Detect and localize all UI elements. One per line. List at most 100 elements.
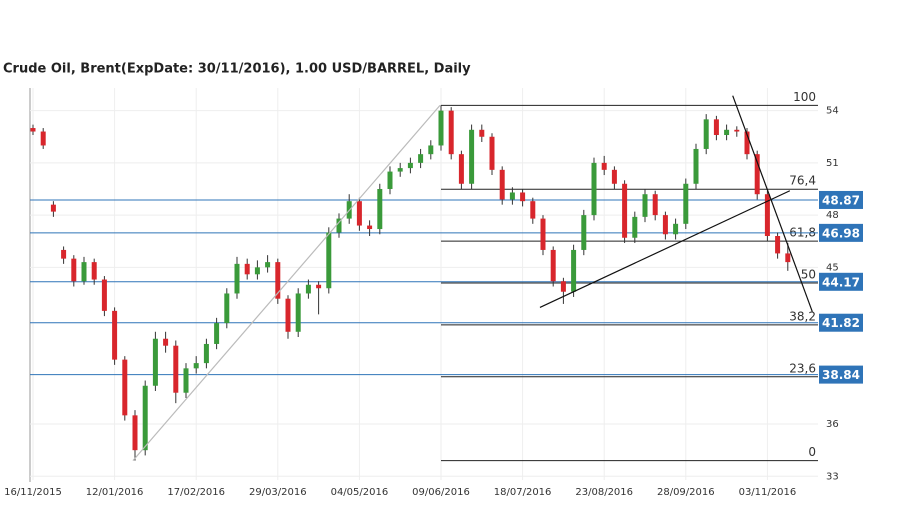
candle-body (428, 145, 434, 155)
candle-body (642, 194, 648, 217)
x-tick-label: 04/05/2016 (331, 487, 389, 498)
y-tick-label: 54 (826, 106, 839, 117)
fib-label: 76,4 (789, 174, 816, 188)
candle-body (203, 343, 209, 364)
candle-body (244, 263, 250, 275)
price-label-box (819, 223, 863, 242)
fib-label: 100 (793, 90, 816, 104)
candle-body (387, 171, 393, 189)
x-tick-label: 17/02/2016 (167, 487, 225, 498)
price-label-box (819, 313, 863, 332)
price-label: 41.82 (822, 316, 860, 330)
candle-body (326, 232, 332, 289)
candle-body (509, 192, 515, 200)
fib-label: 38,2 (789, 309, 816, 323)
trend-line (539, 190, 791, 308)
fib-label: 50 (801, 268, 816, 282)
candle-body (91, 262, 97, 280)
candle-body (632, 216, 638, 238)
candle-body (71, 258, 77, 282)
candle-body (265, 262, 271, 268)
candle-body (499, 169, 505, 200)
candle-body (775, 236, 781, 254)
candle-body (611, 169, 617, 184)
candle-body (418, 154, 424, 163)
candle-body (683, 183, 689, 224)
candle-body (530, 201, 536, 219)
candle-body (285, 298, 291, 332)
y-tick-label: 51 (826, 158, 839, 169)
price-label-box (819, 272, 863, 291)
x-tick-label: 12/01/2016 (86, 487, 144, 498)
candle-body (101, 279, 107, 311)
candle-body (122, 359, 128, 416)
candle-body (754, 154, 760, 195)
y-tick-label: 45 (826, 262, 839, 273)
candle-body (571, 249, 577, 292)
candle-body (601, 162, 607, 170)
price-label: 44.17 (822, 275, 860, 289)
candle-body (234, 263, 240, 294)
x-tick-label: 29/03/2016 (249, 487, 307, 498)
x-tick-label: 23/08/2016 (575, 487, 633, 498)
x-tick-label: 09/06/2016 (412, 487, 470, 498)
candle-body (397, 168, 403, 172)
candle-body (356, 201, 362, 226)
candle-body (112, 310, 118, 360)
price-label-box (819, 365, 863, 384)
candle-body (458, 154, 464, 184)
candle-body (40, 131, 46, 146)
candle-body (479, 129, 485, 137)
fib-label: 0 (808, 445, 816, 459)
candle-body (316, 284, 322, 289)
candle-body (305, 284, 311, 294)
y-tick-label: 36 (826, 419, 839, 430)
fib-label: 23,6 (789, 361, 816, 375)
candle-body (377, 188, 383, 230)
candle-body (744, 131, 750, 155)
candle-body (693, 148, 699, 184)
candle-body (652, 194, 658, 216)
candle-body (407, 162, 413, 169)
x-tick-label: 28/09/2016 (657, 487, 715, 498)
price-label: 46.98 (822, 226, 860, 240)
trend-line (132, 105, 441, 462)
candle-body (448, 110, 454, 155)
trend-line (732, 95, 813, 312)
candle-body (560, 281, 566, 292)
price-label-box (819, 190, 863, 209)
candle-body (540, 218, 546, 250)
candle-body (336, 218, 342, 233)
x-tick-label: 03/11/2016 (739, 487, 797, 498)
candle-body (713, 119, 719, 136)
price-label: 48.87 (822, 193, 860, 207)
x-tick-label: 16/11/2015 (4, 487, 62, 498)
candle-body (163, 338, 169, 346)
candle-body (275, 262, 281, 299)
candle-body (295, 293, 301, 332)
x-tick-label: 18/07/2016 (494, 487, 552, 498)
price-label: 38.84 (822, 368, 860, 382)
candle-body (764, 194, 770, 237)
candle-body (30, 128, 36, 132)
candle-body (703, 119, 709, 149)
candle-body (254, 267, 260, 275)
candle-body (81, 262, 87, 282)
candle-body (520, 192, 526, 202)
candle-body (193, 363, 199, 369)
candle-body (591, 162, 597, 216)
candle-body (734, 129, 740, 132)
chart-title: Crude Oil, Brent(ExpDate: 30/11/2016), 1… (3, 62, 471, 77)
candle-body (550, 249, 556, 282)
candle-body (142, 385, 148, 451)
candle-body (489, 136, 495, 170)
candle-body (50, 204, 56, 212)
candle-body (183, 368, 189, 393)
candle-body (662, 215, 668, 235)
candle-body (673, 223, 679, 235)
y-tick-label: 48 (826, 210, 839, 221)
candle-body (724, 129, 730, 136)
candle-body (214, 323, 220, 344)
